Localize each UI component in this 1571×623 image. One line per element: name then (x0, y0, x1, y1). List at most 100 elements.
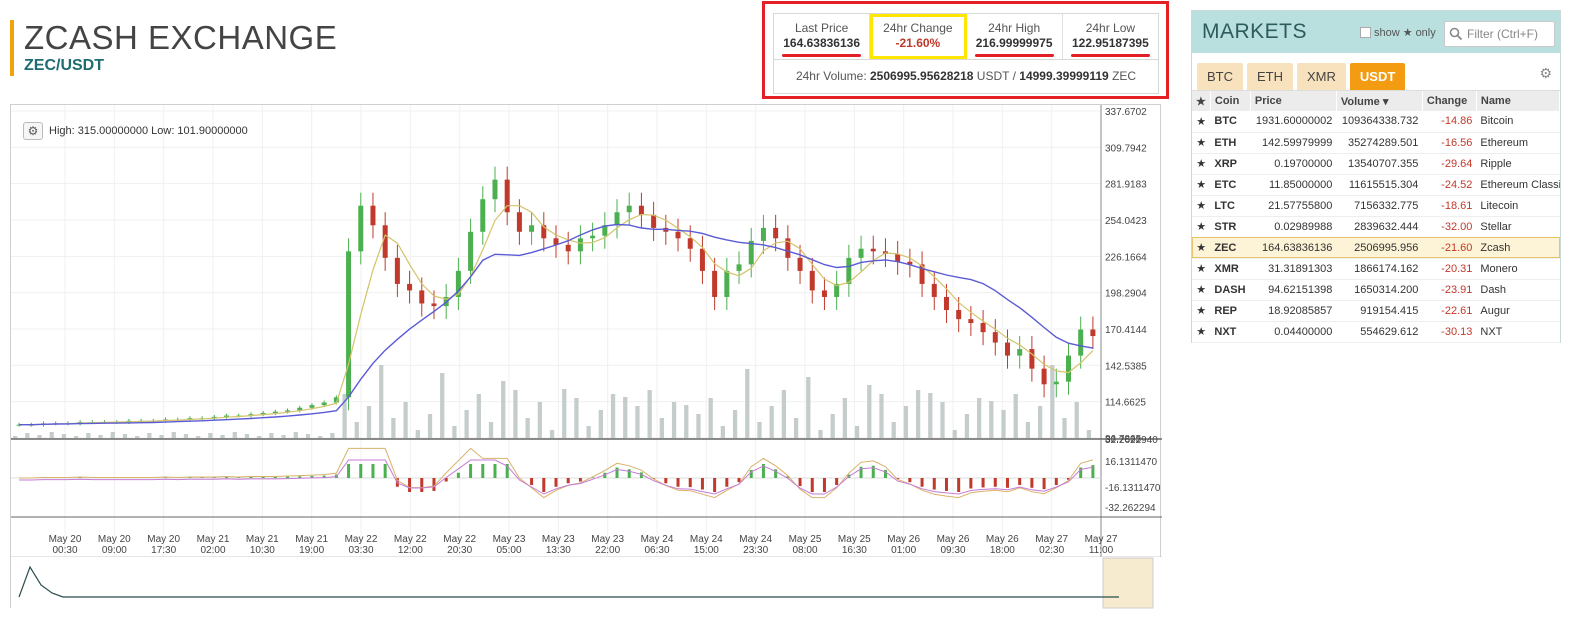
low-stat: 24hr Low 122.95187395 (1063, 14, 1158, 59)
macd-histogram-bar (1018, 478, 1022, 485)
market-row-etc[interactable]: ★ ETC 11.85000000 11615515.304 -24.52 Ethereu… (1192, 174, 1560, 196)
candle-body (333, 397, 339, 403)
candle-body (797, 257, 803, 271)
candle-body (809, 270, 815, 291)
star-icon[interactable]: ★ (1192, 300, 1211, 322)
name-cell: Augur (1476, 300, 1560, 322)
volume-bar (745, 369, 750, 438)
change-cell: -32.00 (1422, 216, 1477, 238)
volume-bar (415, 430, 420, 438)
market-row-btc[interactable]: ★ BTC 1931.60000002 109364338.732 -14.86 Bitc… (1192, 111, 1560, 133)
tab-btc[interactable]: BTC (1197, 63, 1243, 90)
star-icon[interactable]: ★ (1192, 237, 1211, 259)
candle-body (870, 248, 876, 252)
tab-eth[interactable]: ETH (1247, 63, 1293, 90)
star-icon[interactable]: ★ (1192, 321, 1211, 343)
x-date-label: May 23 (493, 534, 526, 545)
volume-bar (257, 436, 262, 438)
market-row-zec[interactable]: ★ ZEC 164.63836136 2506995.956 -21.60 Zcash (1192, 237, 1560, 259)
checkbox[interactable] (1360, 27, 1371, 38)
candle-body (736, 264, 742, 271)
macd-histogram-bar (981, 478, 985, 488)
chart-canvas[interactable]: 337.6702 309.7942 281.9183 254.0423 226.1664… (11, 105, 1162, 609)
markets-gear-icon[interactable]: ⚙ (1539, 65, 1552, 81)
macd-histogram-bar (542, 478, 546, 492)
volume-bar (562, 389, 567, 438)
column-coin[interactable]: Coin (1210, 91, 1251, 111)
price-cell: 0.02989988 (1250, 216, 1337, 238)
candle-body (968, 319, 974, 324)
volume-bar (427, 414, 433, 438)
candle-body (773, 227, 779, 239)
underline-mark (974, 54, 1054, 57)
star-icon[interactable]: ★ (1192, 174, 1211, 196)
volume-usdt: 2506995.95628218 (870, 69, 974, 83)
star-icon[interactable]: ★ (1192, 279, 1211, 301)
macd-histogram-bar (603, 472, 607, 478)
volume-bar (647, 390, 652, 438)
macd-histogram-bar (578, 478, 582, 482)
macd-histogram-bar (322, 475, 326, 478)
market-row-str[interactable]: ★ STR 0.02989988 2839632.444 -32.00 Stellar (1192, 216, 1560, 238)
x-time-label: 06:30 (644, 545, 669, 556)
ma-fast-line (19, 205, 1094, 426)
column-name[interactable]: Name (1476, 91, 1561, 111)
price-tick-label: 309.7942 (1105, 143, 1147, 154)
x-date-label: May 24 (739, 534, 772, 545)
change-value: -21.60% (895, 36, 941, 50)
x-date-label: May 25 (838, 534, 871, 545)
star-icon[interactable]: ★ (1192, 153, 1211, 175)
x-time-label: 05:00 (496, 545, 521, 556)
x-date-label: May 23 (542, 534, 575, 545)
filter-input[interactable]: Filter (Ctrl+F) (1444, 21, 1555, 47)
volume-bar (269, 433, 274, 438)
macd-histogram-bar (859, 466, 863, 478)
chart-settings-gear-icon[interactable]: ⚙ (23, 122, 43, 140)
market-row-dash[interactable]: ★ DASH 94.62151398 1650314.200 -23.91 Dash (1192, 279, 1560, 301)
volume-bar (464, 410, 469, 438)
market-row-xmr[interactable]: ★ XMR 31.31891303 1866174.162 -20.31 Monero (1192, 258, 1560, 280)
column-price[interactable]: Price (1250, 91, 1337, 111)
column-change[interactable]: Change (1422, 91, 1477, 111)
star-icon[interactable]: ★ (1192, 258, 1211, 280)
chart-info: ⚙ High: 315.00000000 Low: 101.90000000 (23, 122, 248, 140)
market-row-xrp[interactable]: ★ XRP 0.19700000 13540707.355 -29.64 Ripple (1192, 153, 1560, 175)
star-column-icon[interactable]: ★ (1192, 91, 1211, 111)
volume-bar (830, 414, 835, 438)
column-volume[interactable]: Volume ▾ (1336, 91, 1423, 111)
star-icon[interactable]: ★ (1192, 111, 1211, 133)
candle-body (297, 407, 303, 411)
star-icon[interactable]: ★ (1192, 195, 1211, 217)
volume-bar (684, 405, 689, 438)
market-row-eth[interactable]: ★ ETH 142.59979999 35274289.501 -16.56 Ethere… (1192, 132, 1560, 154)
x-date-label: May 20 (147, 534, 180, 545)
market-row-ltc[interactable]: ★ LTC 21.57755800 7156332.775 -18.61 Litecoin (1192, 195, 1560, 217)
tab-usdt[interactable]: USDT (1349, 63, 1406, 90)
price-tick-label: 114.6625 (1105, 398, 1146, 409)
volume-bar (74, 436, 79, 438)
tab-xmr[interactable]: XMR (1297, 63, 1346, 90)
coin-cell: BTC (1210, 111, 1251, 133)
x-time-label: 22:00 (595, 545, 620, 556)
volume-bar (159, 435, 164, 438)
star-icon[interactable]: ★ (1192, 216, 1211, 238)
x-date-label: May 26 (887, 534, 920, 545)
macd-histogram-bar (420, 478, 424, 492)
macd-histogram-bar (664, 478, 668, 484)
show-starred-toggle[interactable]: show ★ only (1360, 26, 1436, 39)
volume-bar (293, 432, 298, 438)
markets-title: MARKETS (1202, 20, 1308, 43)
star-icon[interactable]: ★ (1192, 132, 1211, 154)
macd-histogram-bar (78, 477, 82, 478)
macd-histogram-bar (1030, 478, 1034, 488)
macd-histogram-bar (932, 478, 936, 490)
candle-body (346, 251, 352, 398)
price-chart[interactable]: 337.6702 309.7942 281.9183 254.0423 226.1664… (10, 104, 1162, 609)
pair-label: ZEC/USDT (24, 57, 104, 74)
volume-bar (122, 434, 128, 438)
market-row-nxt[interactable]: ★ NXT 0.04400000 554629.612 -30.13 NXT (1192, 321, 1560, 343)
volume-bar (769, 406, 774, 438)
volume-bar (342, 394, 347, 438)
market-row-rep[interactable]: ★ REP 18.92085857 919154.415 -22.61 Augur (1192, 300, 1560, 322)
volume-bar (452, 426, 457, 438)
